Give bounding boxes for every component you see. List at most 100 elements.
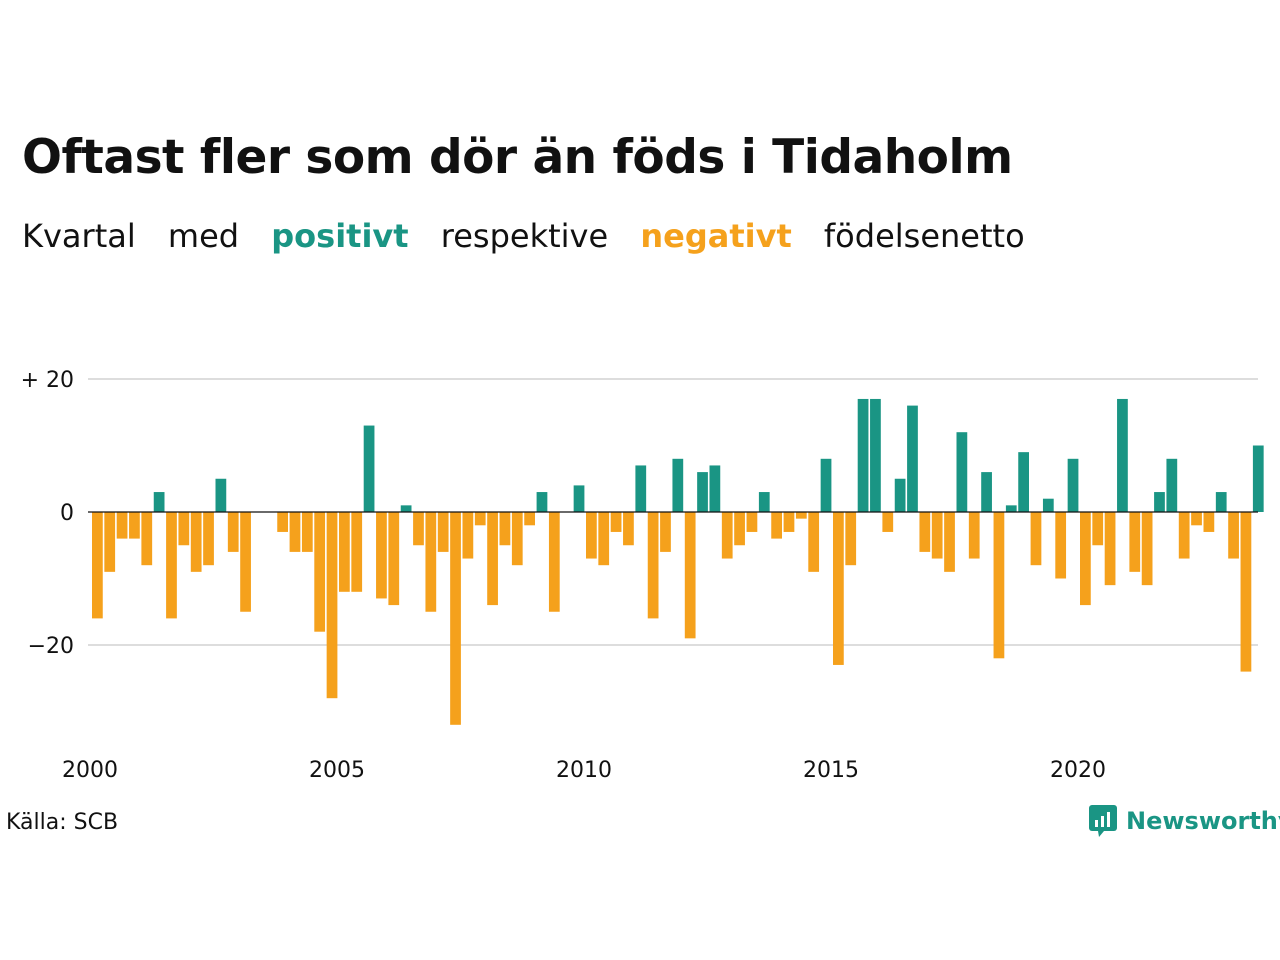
bar-negative	[1080, 512, 1091, 606]
bar-negative	[425, 512, 437, 612]
bar-negative	[882, 512, 894, 532]
bar-negative	[203, 512, 214, 566]
bar-negative	[511, 512, 523, 566]
bar-negative	[326, 512, 338, 699]
x-tick-label: 2005	[309, 758, 365, 783]
bar-negative	[1203, 512, 1215, 532]
bar-positive	[1215, 492, 1227, 512]
chart-subtitle: Kvartal med positivt respektive negativt…	[22, 217, 1047, 255]
bar-negative	[795, 512, 807, 519]
bar-negative	[1240, 512, 1252, 672]
bar-negative	[190, 512, 202, 572]
bar-negative	[129, 512, 140, 539]
bar-positive	[709, 465, 721, 512]
bar-negative	[1055, 512, 1067, 579]
bar-negative	[931, 512, 943, 559]
bar-negative	[833, 512, 844, 665]
bar-positive	[1154, 492, 1165, 512]
bar-negative	[104, 512, 116, 572]
x-tick-label: 2015	[803, 758, 859, 783]
bar-negative	[771, 512, 782, 539]
bar-positive	[635, 465, 647, 512]
bar-negative	[351, 512, 363, 592]
bar-negative	[1092, 512, 1104, 546]
bar-positive	[672, 458, 684, 512]
bar-negative	[462, 512, 474, 559]
bar-positive	[1005, 505, 1017, 512]
bar-positive	[1018, 452, 1029, 512]
bar-negative	[339, 512, 350, 592]
negative-label: negativt	[640, 217, 792, 255]
logo-brand-text: Newsworthy	[1126, 807, 1280, 835]
positive-label: positivt	[271, 217, 409, 255]
bar-negative	[240, 512, 251, 612]
bar-negative	[968, 512, 980, 559]
bar-positive	[981, 472, 992, 512]
bar-negative	[314, 512, 326, 632]
bar-positive	[956, 432, 968, 512]
bar-negative	[808, 512, 820, 572]
bar-negative	[1104, 512, 1116, 586]
bar-positive	[820, 458, 832, 512]
newsworthy-logo: Newsworthy	[1088, 804, 1280, 838]
bar-negative	[524, 512, 535, 526]
bar-negative	[586, 512, 597, 559]
x-tick-label: 2020	[1050, 758, 1106, 783]
subtitle-word: födelsenetto	[823, 217, 1025, 255]
chart-title: Oftast fler som dör än föds i Tidaholm	[22, 130, 1013, 185]
bar-negative	[734, 512, 745, 546]
axis-layer: + 20 0 −20 2000 2005 2010 2015 2020	[21, 368, 1258, 783]
grid-layer	[88, 378, 1258, 646]
bar-negative	[376, 512, 387, 599]
subtitle-word: Kvartal	[22, 217, 136, 255]
bar-negative	[487, 512, 498, 606]
source-note: Källa: SCB	[6, 810, 119, 835]
bar-negative	[277, 512, 288, 532]
bar-positive	[400, 505, 412, 512]
bar-negative	[388, 512, 400, 606]
bar-negative	[1129, 512, 1141, 572]
subtitle-word: med	[167, 217, 240, 255]
bar-negative	[845, 512, 857, 566]
y-tick-label: + 20	[21, 368, 74, 393]
bar-positive	[153, 492, 165, 512]
bar-positive	[1117, 398, 1128, 512]
bar-negative	[610, 512, 622, 532]
bar-negative	[1228, 512, 1239, 559]
bar-negative	[92, 512, 103, 619]
bar-negative	[684, 512, 696, 639]
bar-negative	[944, 512, 955, 572]
bar-positive	[363, 425, 375, 512]
bar-positive	[573, 485, 585, 512]
newsworthy-logo-icon	[1089, 805, 1117, 837]
bar-negative	[166, 512, 177, 619]
bar-positive	[857, 398, 869, 512]
bar-positive	[697, 472, 708, 512]
bar-negative	[301, 512, 313, 552]
bar-negative	[548, 512, 560, 612]
bar-negative	[1141, 512, 1153, 586]
bar-negative	[623, 512, 634, 546]
bar-negative	[783, 512, 795, 532]
bars-layer	[92, 398, 1264, 725]
bar-negative	[437, 512, 449, 552]
bar-positive	[907, 405, 918, 512]
x-tick-label: 2000	[62, 758, 118, 783]
bar-positive	[870, 398, 881, 512]
bar-positive	[758, 492, 770, 512]
bar-negative	[660, 512, 671, 552]
bar-negative	[289, 512, 301, 552]
bar-negative	[746, 512, 758, 532]
bar-positive	[215, 478, 227, 512]
bar-positive	[1166, 458, 1178, 512]
subtitle-word: respektive	[440, 217, 609, 255]
bar-negative	[450, 512, 461, 725]
bar-negative	[919, 512, 931, 552]
bar-negative	[1030, 512, 1042, 566]
bar-positive	[536, 492, 548, 512]
bar-negative	[1191, 512, 1202, 526]
bar-negative	[647, 512, 659, 619]
bar-negative	[474, 512, 486, 526]
x-tick-label: 2010	[556, 758, 612, 783]
bar-positive	[1067, 458, 1079, 512]
